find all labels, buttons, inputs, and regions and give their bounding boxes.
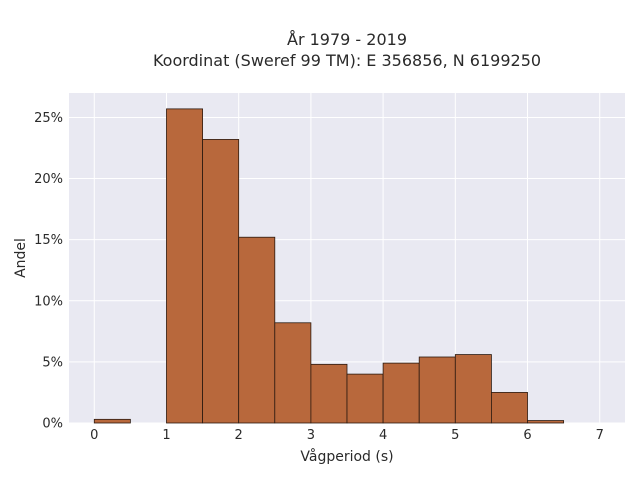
histogram-bar [274,322,312,424]
x-tick-label: 4 [379,428,387,443]
histogram-bar [382,362,420,424]
bars [93,108,565,424]
histogram-bar [346,373,384,424]
y-gridlines [69,116,625,424]
x-tick-label: 7 [596,428,604,443]
x-tick-label: 0 [90,428,98,443]
histogram-bar [527,420,565,424]
y-tick-label: 25% [34,111,63,126]
histogram-bar [238,236,276,424]
histogram-bar [454,354,492,424]
y-tick-label: 15% [34,233,63,248]
histogram-bar [202,139,240,424]
x-tick-labels: 0 1 2 3 4 5 6 7 [90,428,604,443]
x-tick-label: 6 [523,428,531,443]
x-tick-label: 1 [162,428,170,443]
x-axis-label: Vågperiod (s) [300,448,393,465]
histogram-bar [93,418,131,424]
chart-title-line1: År 1979 - 2019 [287,30,407,49]
y-tick-label: 10% [34,294,63,309]
x-tick-label: 3 [307,428,315,443]
y-tick-label: 20% [34,172,63,187]
y-axis-label: Andel [13,238,29,278]
y-tick-label: 0% [42,417,63,432]
x-tick-label: 5 [451,428,459,443]
histogram-bar [166,108,203,424]
chart-title-line2: Koordinat (Sweref 99 TM): E 356856, N 61… [153,51,541,70]
y-tick-label: 5% [42,355,63,370]
histogram-bar [491,392,528,424]
histogram-bar [418,356,456,424]
y-tick-labels: 0% 5% 10% 15% 20% 25% [34,111,63,432]
x-tick-label: 2 [235,428,243,443]
histogram-bar [310,363,348,424]
